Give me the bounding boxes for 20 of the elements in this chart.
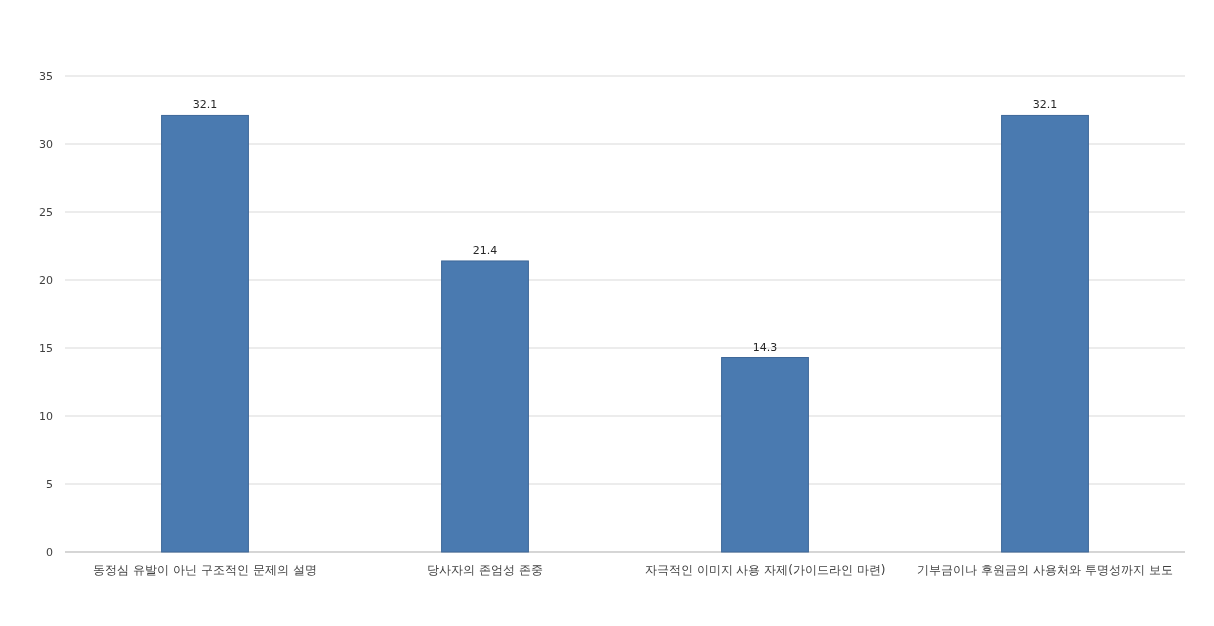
y-tick-label: 10	[39, 410, 53, 423]
x-tick-label: 동정심 유발이 아닌 구조적인 문제의 설명	[93, 563, 317, 577]
bar	[441, 260, 529, 553]
x-tick-label: 기부금이나 후원금의 사용처와 투명성까지 보도	[917, 563, 1173, 577]
y-tick-label: 5	[46, 478, 53, 491]
y-tick-label: 0	[46, 546, 53, 559]
y-tick-label: 15	[39, 342, 53, 355]
y-tick-label: 30	[39, 138, 53, 151]
bar	[1001, 114, 1089, 553]
x-tick-label: 자극적인 이미지 사용 자제(가이드라인 마련)	[644, 563, 886, 577]
y-tick-label: 35	[39, 70, 53, 83]
data-label: 21.4	[472, 243, 498, 257]
data-label: 32.1	[1032, 98, 1058, 112]
bar	[161, 114, 249, 553]
data-label: 14.3	[752, 340, 778, 354]
y-tick-label: 25	[39, 206, 53, 219]
bar	[721, 357, 809, 553]
y-tick-label: 20	[39, 274, 53, 287]
x-tick-label: 당사자의 존엄성 존중	[427, 563, 543, 577]
data-label: 32.1	[192, 98, 218, 112]
